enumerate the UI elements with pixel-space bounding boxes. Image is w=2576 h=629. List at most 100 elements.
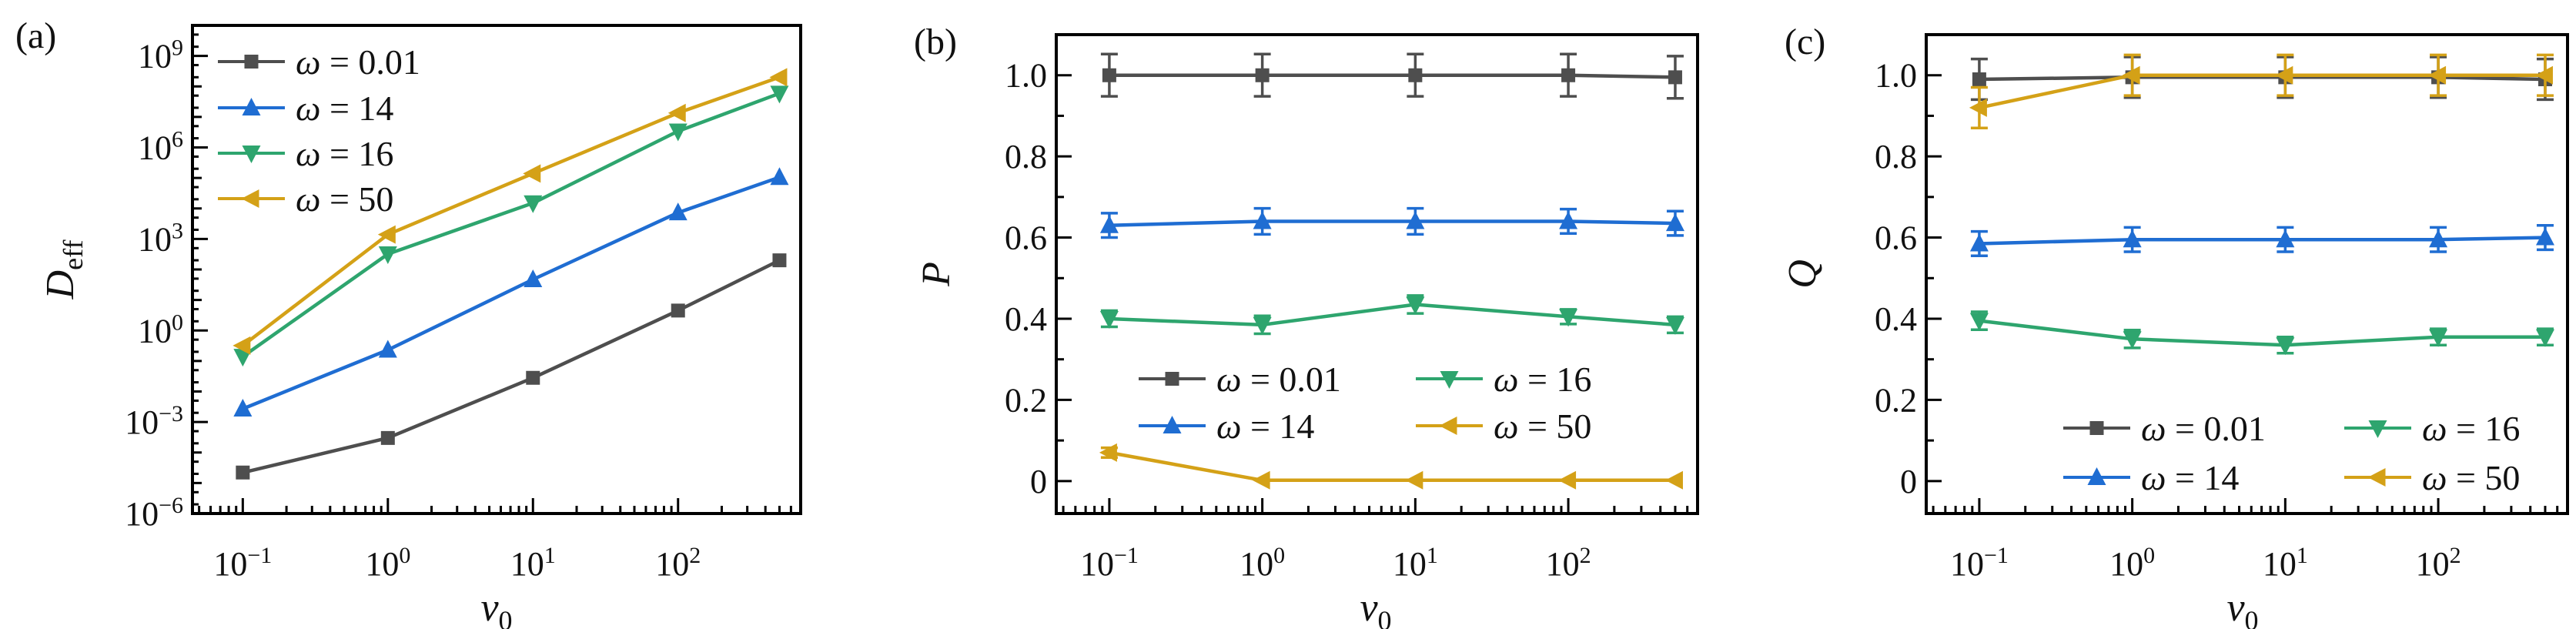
axes-frame bbox=[1055, 33, 1699, 515]
square-marker bbox=[236, 465, 250, 480]
panel-letter: (c) bbox=[1785, 22, 1825, 62]
triangle-up-marker bbox=[1969, 233, 1989, 252]
axis-ticks bbox=[1056, 74, 1689, 514]
y-tick-label: 0.6 bbox=[1875, 219, 1917, 257]
triangle-up-marker bbox=[378, 340, 397, 358]
legend: ω = 0.01 ω = 14 ω = 16 ω = 50 bbox=[2063, 409, 2520, 497]
triangle-down-marker bbox=[1665, 316, 1684, 335]
triangle-left-marker bbox=[1405, 470, 1423, 490]
legend-label: ω = 16 bbox=[2422, 409, 2520, 448]
triangle-left-marker bbox=[523, 164, 541, 183]
series-line bbox=[1979, 75, 2546, 82]
legend-label: ω = 0.01 bbox=[2141, 409, 2266, 448]
triangle-left-marker bbox=[1099, 443, 1117, 462]
legend: ω = 0.01 ω = 14 ω = 16 ω = 50 bbox=[1139, 360, 1591, 446]
legend-triangle-up-marker bbox=[242, 98, 261, 115]
series-0 bbox=[1100, 52, 1684, 100]
legend: ω = 0.01 ω = 14 ω = 16 ω = 50 bbox=[218, 42, 420, 219]
triangle-up-marker bbox=[2535, 227, 2554, 246]
series-3 bbox=[1969, 53, 2554, 129]
triangle-up-marker bbox=[233, 399, 253, 417]
triangle-down-marker bbox=[2276, 337, 2295, 356]
x-tick-label: 100 bbox=[1239, 543, 1285, 583]
square-marker bbox=[772, 253, 787, 268]
triangle-up-marker bbox=[2429, 229, 2448, 248]
x-tick-label: 101 bbox=[510, 543, 556, 583]
tick-labels: 10−1 100 101 102 0 0.2 0.4 0.6 0.8 1.0 bbox=[1005, 57, 1591, 583]
legend-label: ω = 0.01 bbox=[1216, 360, 1341, 399]
legend-label: ω = 50 bbox=[1494, 407, 1591, 446]
triangle-left-marker bbox=[1558, 470, 1577, 490]
triangle-up-marker bbox=[2123, 229, 2142, 248]
legend-square-marker bbox=[2089, 421, 2104, 435]
legend-label: ω = 50 bbox=[296, 179, 393, 219]
triangle-up-marker bbox=[1253, 211, 1272, 229]
x-tick-label: 100 bbox=[2109, 543, 2155, 583]
series-1 bbox=[1099, 206, 1684, 239]
legend-label: ω = 14 bbox=[2141, 458, 2239, 497]
triangle-up-marker bbox=[1559, 211, 1578, 229]
series-1 bbox=[233, 167, 789, 417]
legend-label: ω = 16 bbox=[296, 134, 393, 173]
square-marker bbox=[1102, 68, 1116, 82]
y-tick-label: 0.6 bbox=[1005, 219, 1047, 257]
axes-frame bbox=[1925, 33, 2569, 515]
panel-a: 10−1 100 101 102 10−6 10−3 100 103 106 109 ω = 0.0… bbox=[15, 15, 802, 629]
triangle-down-marker bbox=[2429, 329, 2448, 347]
y-tick-label: 1.0 bbox=[1005, 57, 1047, 95]
square-marker bbox=[1255, 68, 1270, 82]
triangle-down-marker bbox=[1253, 316, 1272, 335]
series-line bbox=[1979, 236, 2546, 246]
triangle-up-marker bbox=[2276, 229, 2295, 248]
triangle-down-marker bbox=[1406, 296, 1425, 315]
legend-triangle-up-marker bbox=[2087, 467, 2106, 485]
y-tick-label: 0.8 bbox=[1005, 138, 1047, 176]
legend-label: ω = 16 bbox=[1494, 360, 1591, 399]
axes-frame bbox=[191, 24, 802, 515]
legend-label: ω = 14 bbox=[1216, 407, 1314, 446]
y-axis-label: Deff bbox=[38, 240, 89, 300]
tick-labels: 10−1 100 101 102 10−6 10−3 100 103 106 109 bbox=[125, 35, 701, 583]
series-0 bbox=[1970, 55, 2554, 102]
square-marker bbox=[1561, 68, 1576, 82]
triangle-down-marker bbox=[1969, 313, 1989, 331]
y-tick-label: 0 bbox=[1900, 463, 1917, 500]
x-tick-label: 101 bbox=[2263, 543, 2308, 583]
series-line bbox=[1109, 303, 1676, 327]
square-marker bbox=[526, 370, 540, 385]
triangle-down-marker bbox=[668, 123, 687, 142]
x-axis-label: v0 bbox=[1360, 586, 1391, 629]
triangle-down-marker bbox=[770, 85, 789, 104]
panel-letter: (a) bbox=[15, 15, 56, 56]
triangle-down-marker bbox=[1559, 309, 1578, 327]
series-line bbox=[242, 92, 781, 358]
triangle-up-marker bbox=[668, 202, 687, 221]
triangle-left-marker bbox=[1252, 470, 1270, 490]
x-tick-label: 102 bbox=[1546, 543, 1591, 583]
legend-triangle-down-marker bbox=[2368, 420, 2387, 438]
triangle-left-marker bbox=[2534, 65, 2553, 85]
triangle-down-marker bbox=[2535, 329, 2554, 347]
legend-label: ω = 50 bbox=[2422, 458, 2520, 497]
triangle-left-marker bbox=[233, 336, 251, 355]
y-tick-label: 109 bbox=[138, 35, 183, 75]
triangle-down-marker bbox=[378, 246, 397, 264]
panel-letter: (b) bbox=[914, 22, 957, 62]
square-marker bbox=[671, 303, 685, 318]
square-marker bbox=[1408, 68, 1423, 82]
triangle-left-marker bbox=[2122, 65, 2140, 85]
triangle-left-marker bbox=[769, 68, 788, 87]
triangle-left-marker bbox=[2428, 65, 2447, 85]
series-0 bbox=[236, 253, 787, 480]
x-tick-label: 100 bbox=[365, 543, 410, 583]
y-tick-label: 0.4 bbox=[1005, 300, 1047, 338]
x-tick-label: 10−1 bbox=[1950, 543, 2009, 583]
legend-triangle-left-marker bbox=[1439, 417, 1457, 435]
series-line bbox=[1109, 450, 1675, 483]
y-tick-label: 0 bbox=[1030, 463, 1047, 500]
legend-triangle-down-marker bbox=[242, 146, 261, 163]
triangle-down-marker bbox=[233, 349, 253, 367]
